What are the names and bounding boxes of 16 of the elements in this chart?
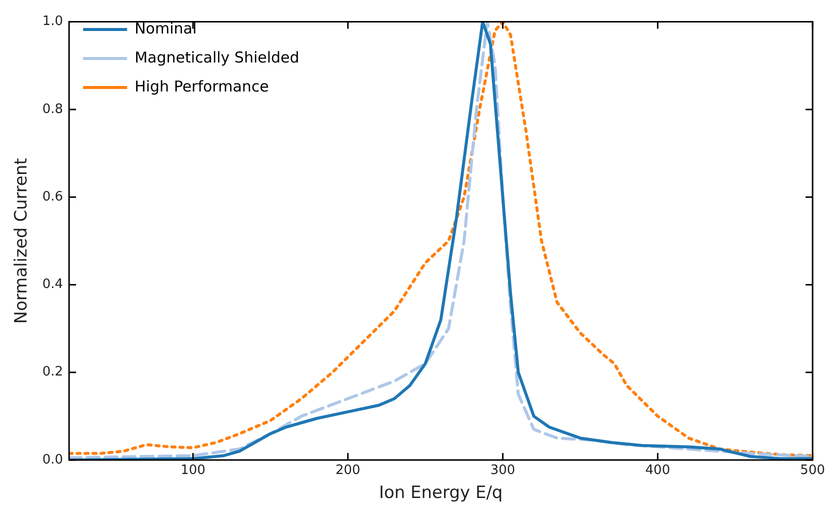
y-tick-label: 0.0 [42,452,64,468]
legend-label: Nominal [134,19,197,38]
x-tick-label: 400 [645,463,670,478]
x-tick-label: 200 [335,463,360,478]
x-tick-label: 500 [800,463,826,478]
x-axis-title: Ion Energy E/q [378,483,503,504]
y-tick-label: 0.4 [42,277,64,292]
y-tick-label: 1.0 [42,14,64,30]
x-tick-label: 300 [490,463,516,478]
y-tick-label: 0.2 [42,364,64,380]
y-axis-title: Normalized Current [12,158,32,324]
legend-label: High Performance [134,77,269,96]
y-tick-label: 0.8 [42,102,64,117]
x-tick-label: 100 [180,463,206,478]
y-tick-label: 0.6 [42,189,64,204]
legend-label: Magnetically Shielded [134,48,300,66]
